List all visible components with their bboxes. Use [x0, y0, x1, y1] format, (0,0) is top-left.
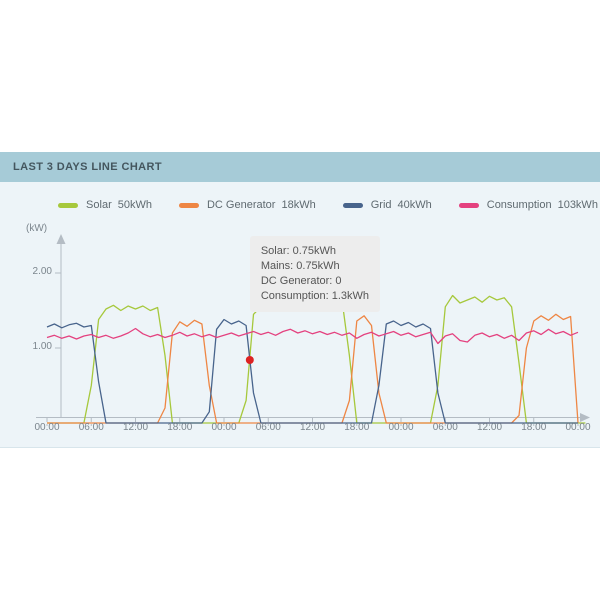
x-tick-label: 18:00	[167, 422, 193, 433]
y-tick-label: 1.00	[32, 341, 52, 352]
legend-item-grid[interactable]: Grid 40kWh	[342, 199, 432, 211]
chart-legend: Solar 50kWh DC Generator 18kWh Grid 40kWh Cons…	[0, 199, 600, 211]
series-line-solar	[47, 294, 586, 424]
x-tick-label: 00:00	[388, 422, 414, 433]
legend-marker-icon	[178, 202, 199, 208]
x-tick-label: 00:00	[34, 422, 60, 433]
tooltip-line: DC Generator: 0	[260, 275, 342, 287]
legend-label: DC Generator	[206, 199, 276, 211]
legend-marker-icon	[342, 202, 363, 208]
x-tick-label: 06:00	[432, 422, 458, 433]
x-axis-arrow-icon	[580, 413, 590, 422]
x-tick-label: 12:00	[122, 422, 149, 433]
tooltip-line: Solar: 0.75kWh	[260, 245, 337, 257]
legend-marker-icon	[458, 202, 479, 208]
legend-value: 103kWh	[557, 199, 598, 211]
legend-item-dc-generator[interactable]: DC Generator 18kWh	[178, 199, 316, 211]
series-line-grid	[46, 318, 578, 424]
panel-title: LAST 3 DAYS LINE CHART	[13, 161, 162, 173]
chart-area: (kW) 2.00 1.00 00:00 06:00 12:00 18:00 00:00 06…	[0, 182, 600, 448]
line-chart-plot	[36, 234, 590, 424]
series-line-dc-generator	[47, 313, 579, 424]
x-tick-label: 06:00	[78, 422, 104, 433]
legend-value: 18kWh	[281, 199, 316, 211]
legend-label: Solar	[86, 199, 112, 211]
x-tick-label: 00:00	[211, 422, 237, 433]
legend-value: 40kWh	[397, 199, 432, 211]
x-tick-label: 00:00	[565, 422, 591, 433]
x-tick-label: 06:00	[255, 422, 281, 433]
tooltip-line: Mains: 0.75kWh	[260, 260, 340, 272]
x-tick-label: 12:00	[299, 422, 326, 433]
legend-value: 50kWh	[117, 199, 152, 211]
legend-item-solar[interactable]: Solar 50kWh	[58, 199, 152, 211]
x-tick-label: 18:00	[521, 422, 547, 433]
y-axis-unit-label: (kW)	[26, 223, 48, 234]
y-axis-arrow-icon	[56, 234, 66, 244]
legend-label: Consumption	[486, 199, 552, 211]
legend-label: Grid	[370, 199, 392, 211]
x-tick-label: 12:00	[476, 422, 503, 433]
tooltip-line: Consumption: 1.3kWh	[260, 290, 370, 302]
x-tick-label: 18:00	[344, 422, 370, 433]
legend-item-consumption[interactable]: Consumption 103kWh	[458, 199, 598, 211]
y-tick-label: 2.00	[32, 266, 52, 277]
series-line-consumption	[46, 327, 579, 345]
selected-point-marker[interactable]	[245, 356, 254, 364]
legend-marker-icon	[58, 202, 79, 208]
panel-header: LAST 3 DAYS LINE CHART	[0, 152, 600, 182]
chart-tooltip: Solar: 0.75kWh Mains: 0.75kWh DC Generator…	[249, 236, 381, 312]
